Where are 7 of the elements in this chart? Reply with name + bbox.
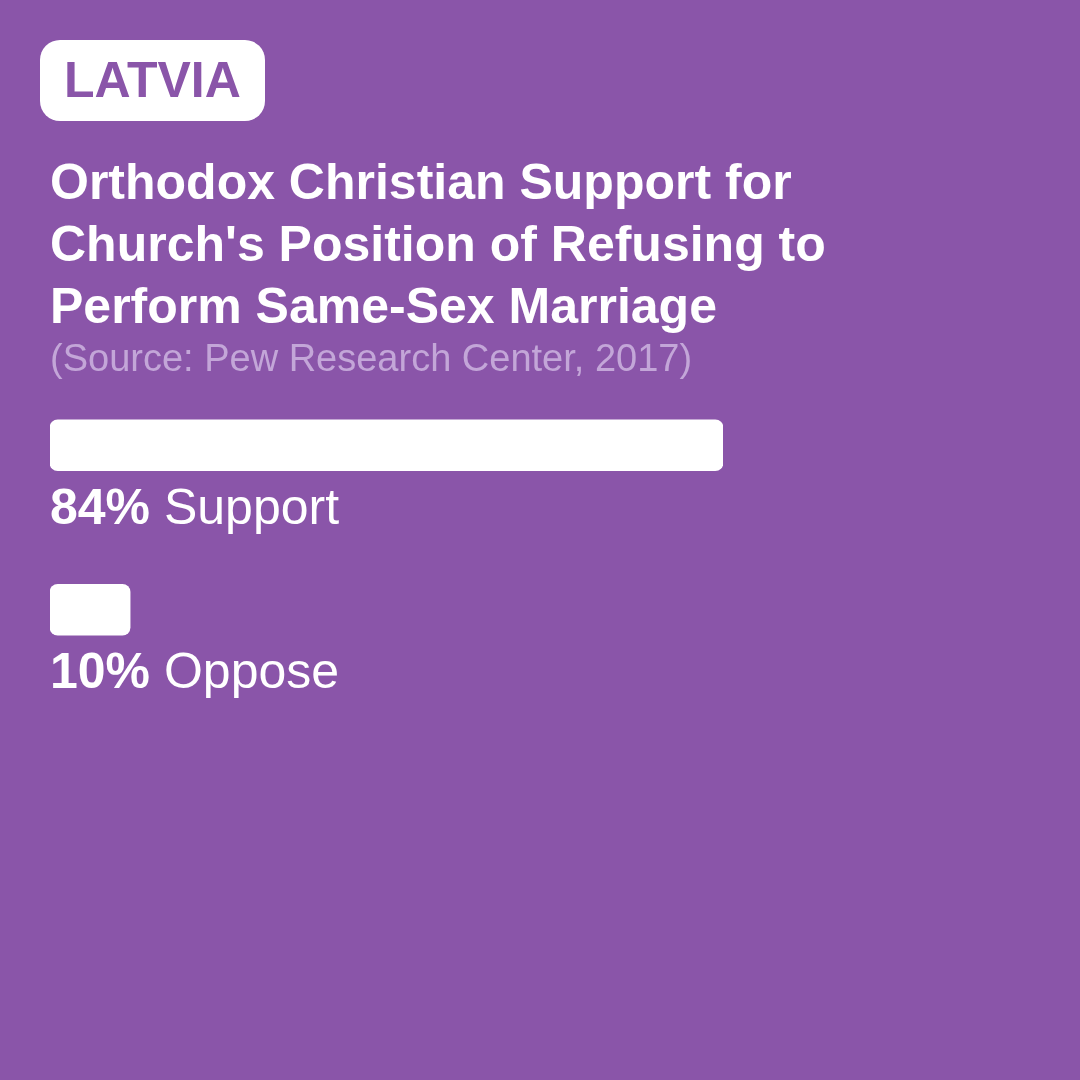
chart-title: Orthodox Christian Support for Church's Position of Refusing to Perform Same-Sex Marriage: [50, 153, 827, 336]
y-tick-label: Oppose: [163, 643, 340, 700]
data-label: 10%: [50, 643, 151, 700]
chart-subtitle: LATVIA: [40, 40, 265, 121]
y-tick-label: Support: [163, 478, 340, 535]
data-label: 84%: [50, 478, 151, 535]
text: (Source: Pew Research Center, 2017): [50, 336, 693, 380]
